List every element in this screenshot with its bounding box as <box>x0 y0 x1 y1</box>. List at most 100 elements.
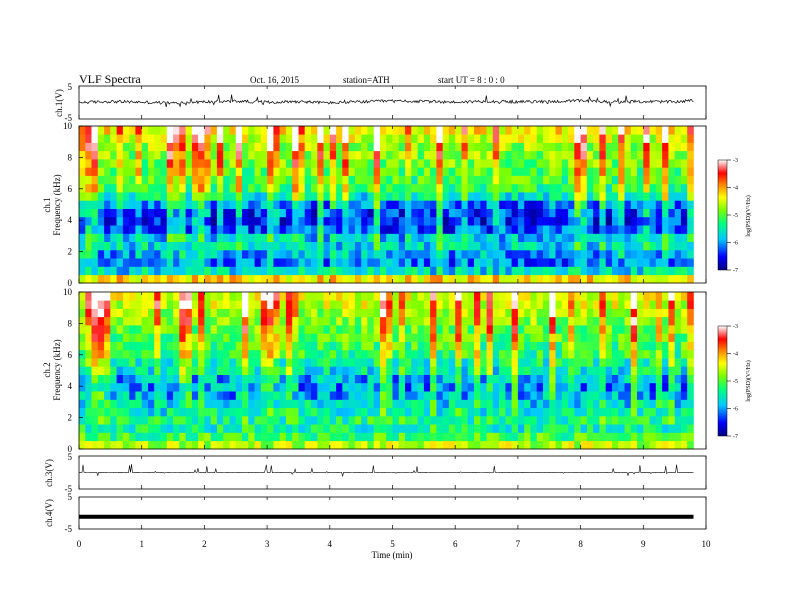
ch2-spec-cell <box>367 341 374 351</box>
ch1-spec-cell <box>511 150 519 160</box>
ch1-spec-cell <box>279 241 287 251</box>
ch1-spec-cell <box>329 192 337 201</box>
ch2-spec-cell <box>354 349 362 359</box>
ch2-spec-cell <box>279 382 287 392</box>
ch1-spec-cell <box>154 150 161 160</box>
ch2-spec-cell <box>486 333 494 342</box>
ch1-spec-cell <box>248 208 255 218</box>
ch1-spec-cell <box>248 266 255 276</box>
ch2-spec-cell <box>191 292 199 301</box>
ch1-spec-cell <box>317 150 324 160</box>
ch1-spec-cell <box>568 126 575 135</box>
ch2-spec-cell <box>668 424 675 433</box>
ch2-spec-cell <box>179 415 186 425</box>
ch2-spec-cell <box>624 374 632 384</box>
ch1-spec-cell <box>342 208 349 218</box>
ch1-spec-cell <box>624 258 632 267</box>
ch2-spec-cell <box>198 407 205 417</box>
ch2-spec-cell <box>129 391 136 400</box>
ch1-spec-cell <box>612 233 619 242</box>
ch2-spec-cell <box>361 300 368 309</box>
ch1-spec-cell <box>179 200 186 209</box>
ch1-spec-cell <box>85 134 92 143</box>
ch2-spec-cell <box>260 415 268 425</box>
ch2-spec-cell <box>480 432 487 442</box>
ch2-spec-cell <box>216 391 224 400</box>
ch2-spec-cell <box>191 366 199 375</box>
ch2-spec-cell <box>480 391 487 400</box>
ch1-spec-cell <box>367 175 374 185</box>
ch2-spec-cell <box>448 292 456 301</box>
ch2-spec-cell <box>141 407 149 417</box>
ch2-spec-cell <box>242 349 249 359</box>
ch1-spec-cell <box>455 208 462 218</box>
ch2-spec-cell <box>223 316 230 326</box>
ch1-spec-cell <box>549 241 556 251</box>
ch2-spec-cell <box>593 292 600 301</box>
ch2-spec-cell <box>329 407 337 417</box>
ch1-spec-cell <box>586 150 594 160</box>
ch1-spec-cell <box>110 274 117 284</box>
ch1-spec-cell <box>530 159 537 168</box>
ch2-spec-cell <box>499 440 506 450</box>
ch2-spec-cell <box>367 316 374 326</box>
ch2-spec-cell <box>586 415 594 425</box>
ch1-spec-cell <box>79 142 86 152</box>
ch1-spec-cell <box>605 274 613 284</box>
ch2-spec-cell <box>637 407 644 417</box>
ch2-spec-cell <box>530 358 537 367</box>
ch2-spec-cell <box>618 407 625 417</box>
ch1-spec-cell <box>148 216 155 226</box>
ch2-spec-cell <box>474 374 481 384</box>
ch1-spec-cell <box>618 274 625 284</box>
ch1-spec-cell <box>392 183 400 193</box>
ch1-spec-cell <box>285 216 293 226</box>
ch1-spec-cell <box>342 274 349 284</box>
ch2-spec-cell <box>411 358 418 367</box>
ch1-spec-cell <box>148 249 155 259</box>
ch1-spec-cell <box>198 216 205 226</box>
ch1-spec-cell <box>166 216 174 226</box>
ch1-spec-cell <box>173 167 180 176</box>
ch2-spec-cell <box>122 308 130 318</box>
ch1-spec-cell <box>329 233 337 242</box>
ch2-spec-cell <box>160 366 168 375</box>
ch2-frequency-label: Frequency (kHz) <box>52 339 62 400</box>
ch2-spec-cell <box>568 292 575 301</box>
ch2-spec-cell <box>354 440 362 450</box>
ch2-spec-cell <box>154 333 161 342</box>
ch1-spec-cell <box>668 266 675 276</box>
ch1-spec-cell <box>448 200 456 209</box>
ch2-spec-cell <box>229 349 237 359</box>
ch2-spec-cell <box>630 407 638 417</box>
ch1-spec-cell <box>292 249 299 259</box>
ch1-spec-cell <box>637 159 644 168</box>
ch2-spec-cell <box>536 382 544 392</box>
ch2-spec-cell <box>417 432 425 442</box>
ch2-spec-cell <box>267 292 274 301</box>
ch2-spec-cell <box>668 399 675 408</box>
ch2-spec-cell <box>191 333 199 342</box>
ch1-spec-cell <box>260 200 268 209</box>
ch2-spec-cell <box>643 349 650 359</box>
ch1-spec-cell <box>580 134 588 143</box>
ch1-spec-cell <box>549 200 556 209</box>
ch2-spec-cell <box>574 399 581 408</box>
ch1-spec-cell <box>260 208 268 218</box>
ch1-spec-cell <box>398 266 406 276</box>
ch1-spec-cell <box>97 274 105 284</box>
ch1-spec-cell <box>461 266 469 276</box>
ch2-spec-cell <box>436 308 443 318</box>
ch2-spec-cell <box>185 415 193 425</box>
ch2-spec-cell <box>380 382 387 392</box>
ch1-spec-colorbar-tick-label: -3 <box>733 158 738 164</box>
ch1-spec-cell <box>91 142 99 152</box>
ch2-spec-cell <box>342 349 349 359</box>
ch2-spec-cell <box>417 391 425 400</box>
ch1-spec-cell <box>298 183 306 193</box>
ch1-spec-cell <box>643 134 650 143</box>
ch2-spec-cell <box>110 308 117 318</box>
ch1-spec-cell <box>662 126 669 135</box>
ch2-spec-cell <box>148 349 155 359</box>
ch2-spec-cell <box>448 300 456 309</box>
